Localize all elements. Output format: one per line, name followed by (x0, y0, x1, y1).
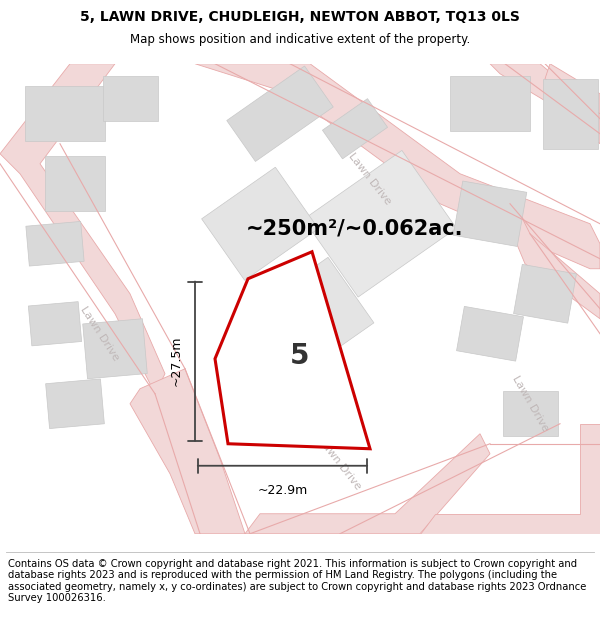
Polygon shape (28, 302, 82, 346)
Polygon shape (130, 369, 245, 534)
Text: Map shows position and indicative extent of the property.: Map shows position and indicative extent… (130, 33, 470, 46)
Polygon shape (490, 64, 600, 144)
Text: ~27.5m: ~27.5m (170, 336, 183, 386)
Polygon shape (322, 99, 388, 159)
Polygon shape (503, 391, 557, 436)
Text: ~22.9m: ~22.9m (257, 484, 308, 497)
Polygon shape (246, 258, 374, 380)
Polygon shape (420, 424, 600, 534)
Text: Lawn Drive: Lawn Drive (510, 374, 550, 433)
Polygon shape (500, 194, 600, 319)
Polygon shape (83, 319, 147, 379)
Text: Contains OS data © Crown copyright and database right 2021. This information is : Contains OS data © Crown copyright and d… (8, 559, 586, 603)
Text: Lawn Drive: Lawn Drive (347, 151, 393, 206)
Polygon shape (227, 66, 333, 161)
Polygon shape (450, 76, 530, 131)
Polygon shape (46, 379, 104, 429)
Polygon shape (45, 156, 105, 211)
Polygon shape (545, 64, 600, 114)
Polygon shape (304, 151, 457, 297)
Polygon shape (215, 252, 370, 449)
Polygon shape (26, 221, 84, 266)
Text: Lawn Drive: Lawn Drive (79, 305, 121, 362)
Text: 5, LAWN DRIVE, CHUDLEIGH, NEWTON ABBOT, TQ13 0LS: 5, LAWN DRIVE, CHUDLEIGH, NEWTON ABBOT, … (80, 10, 520, 24)
Polygon shape (245, 434, 490, 534)
Polygon shape (542, 79, 598, 149)
Polygon shape (202, 168, 319, 280)
Polygon shape (0, 64, 165, 394)
Polygon shape (453, 181, 527, 246)
Polygon shape (514, 264, 577, 323)
Text: ~250m²/~0.062ac.: ~250m²/~0.062ac. (246, 219, 464, 239)
Text: 5: 5 (290, 342, 310, 371)
Polygon shape (457, 306, 523, 361)
Polygon shape (195, 64, 600, 269)
Polygon shape (103, 76, 157, 121)
Polygon shape (25, 86, 105, 141)
Text: Lawn Drive: Lawn Drive (317, 436, 363, 491)
